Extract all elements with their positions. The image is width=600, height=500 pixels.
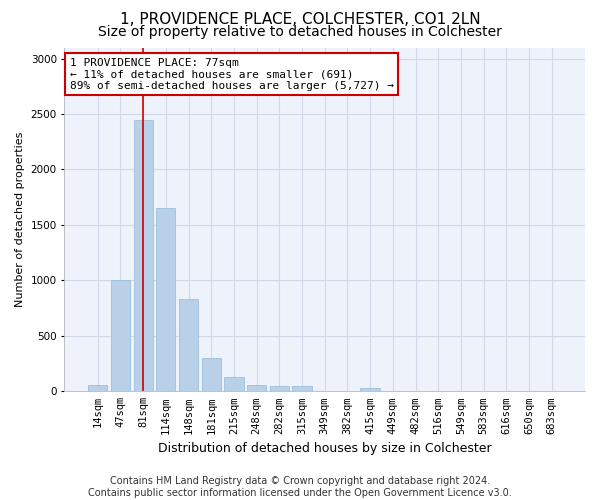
Bar <box>202 358 221 392</box>
Y-axis label: Number of detached properties: Number of detached properties <box>15 132 25 307</box>
Bar <box>111 280 130 392</box>
Bar <box>361 388 380 392</box>
Bar <box>88 384 107 392</box>
Bar <box>269 386 289 392</box>
Bar <box>247 385 266 392</box>
Bar <box>156 208 175 392</box>
Text: 1 PROVIDENCE PLACE: 77sqm
← 11% of detached houses are smaller (691)
89% of semi: 1 PROVIDENCE PLACE: 77sqm ← 11% of detac… <box>70 58 394 91</box>
Bar <box>134 120 153 392</box>
Text: Size of property relative to detached houses in Colchester: Size of property relative to detached ho… <box>98 25 502 39</box>
Text: Contains HM Land Registry data © Crown copyright and database right 2024.
Contai: Contains HM Land Registry data © Crown c… <box>88 476 512 498</box>
Bar <box>292 386 311 392</box>
Bar <box>179 300 198 392</box>
X-axis label: Distribution of detached houses by size in Colchester: Distribution of detached houses by size … <box>158 442 491 455</box>
Text: 1, PROVIDENCE PLACE, COLCHESTER, CO1 2LN: 1, PROVIDENCE PLACE, COLCHESTER, CO1 2LN <box>119 12 481 28</box>
Bar <box>224 377 244 392</box>
